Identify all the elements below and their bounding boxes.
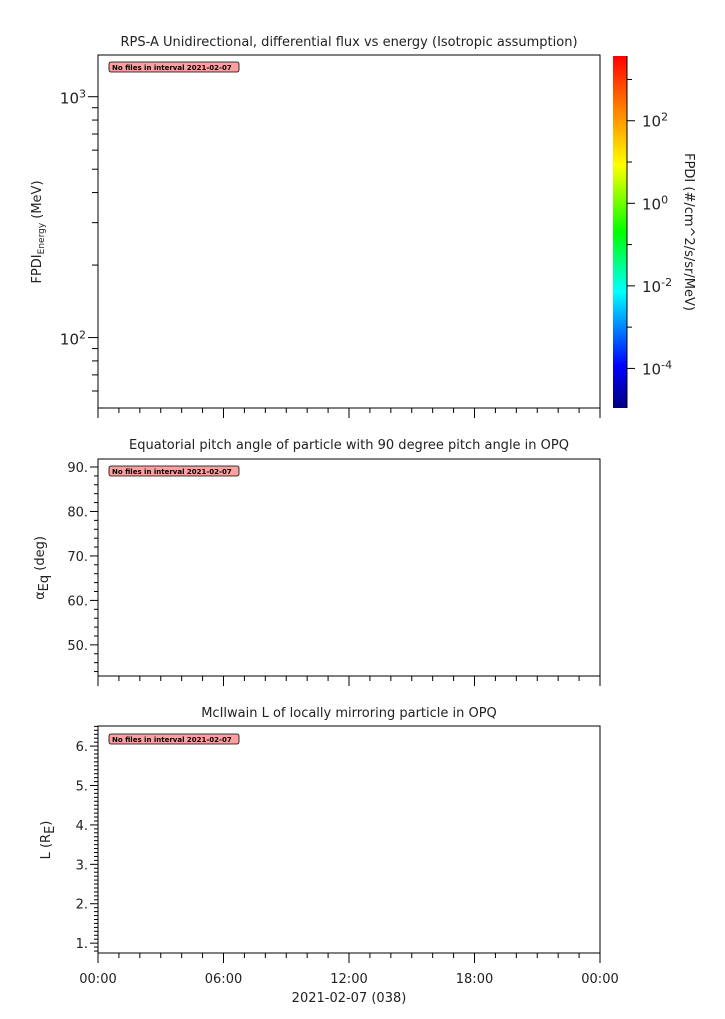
y-tick-label: 2. bbox=[76, 898, 88, 913]
y-tick-label: 5. bbox=[76, 780, 88, 795]
x-tick-label: 18:00 bbox=[456, 972, 493, 987]
y-tick-label: 102 bbox=[60, 329, 86, 349]
y-tick-label: 50. bbox=[67, 639, 88, 654]
y-tick-label: 103 bbox=[60, 88, 86, 108]
svg-text:No files in interval 2021-02-0: No files in interval 2021-02-07 bbox=[112, 64, 232, 72]
panel-pitch-angle-ylabel: αEq (deg) bbox=[33, 536, 52, 600]
colorbar: 10-4 10-2 100 102 FPDI (#/cm^2/s/sr/MeV) bbox=[613, 56, 696, 408]
y-tick-label: 80. bbox=[67, 505, 88, 520]
y-tick-label: 60. bbox=[67, 594, 88, 609]
x-tick-label: 12:00 bbox=[330, 972, 367, 987]
panel-flux-title: RPS-A Unidirectional, differential flux … bbox=[120, 35, 577, 50]
panel-pitch-angle-title: Equatorial pitch angle of particle with … bbox=[129, 438, 569, 453]
no-data-annotation: No files in interval 2021-02-07 bbox=[108, 733, 240, 745]
panel-mcilwain-l: McIlwain L of locally mirroring particle… bbox=[39, 706, 601, 963]
y-tick-label: 1. bbox=[76, 937, 88, 952]
colorbar-tick-label: 10-2 bbox=[642, 276, 672, 296]
panel-flux-plot-area bbox=[97, 54, 601, 409]
panel-pitch-angle-plot-area bbox=[97, 458, 601, 677]
colorbar-tick-label: 100 bbox=[642, 193, 668, 213]
panel-flux: RPS-A Unidirectional, differential flux … bbox=[30, 35, 601, 418]
y-tick-label: 6. bbox=[76, 740, 88, 755]
colorbar-label: FPDI (#/cm^2/s/sr/MeV) bbox=[681, 153, 696, 311]
colorbar-tick-label: 10-4 bbox=[642, 358, 672, 378]
panel-mcilwain-l-ylabel: L (RE) bbox=[39, 821, 58, 860]
x-tick-label: 06:00 bbox=[205, 972, 242, 987]
no-data-annotation: No files in interval 2021-02-07 bbox=[108, 465, 240, 477]
y-tick-label: 4. bbox=[76, 819, 88, 834]
colorbar-tick-label: 102 bbox=[642, 111, 668, 131]
y-tick-label: 3. bbox=[76, 858, 88, 873]
svg-text:No files in interval 2021-02-0: No files in interval 2021-02-07 bbox=[112, 468, 232, 476]
x-tick-label: 00:00 bbox=[581, 972, 618, 987]
x-tick-label: 00:00 bbox=[79, 972, 116, 987]
x-axis-label: 2021-02-07 (038) bbox=[292, 991, 407, 1006]
panel-pitch-angle: Equatorial pitch angle of particle with … bbox=[33, 438, 601, 686]
panel-flux-ylabel: FPDIEnergy (MeV) bbox=[30, 180, 47, 283]
panel-mcilwain-l-plot-area bbox=[97, 725, 601, 954]
panel-mcilwain-l-title: McIlwain L of locally mirroring particle… bbox=[201, 706, 497, 721]
colorbar-gradient bbox=[613, 56, 627, 408]
svg-text:No files in interval 2021-02-0: No files in interval 2021-02-07 bbox=[112, 736, 232, 744]
no-data-annotation: No files in interval 2021-02-07 bbox=[108, 61, 240, 73]
y-tick-label: 90. bbox=[67, 461, 88, 476]
y-tick-label: 70. bbox=[67, 550, 88, 565]
